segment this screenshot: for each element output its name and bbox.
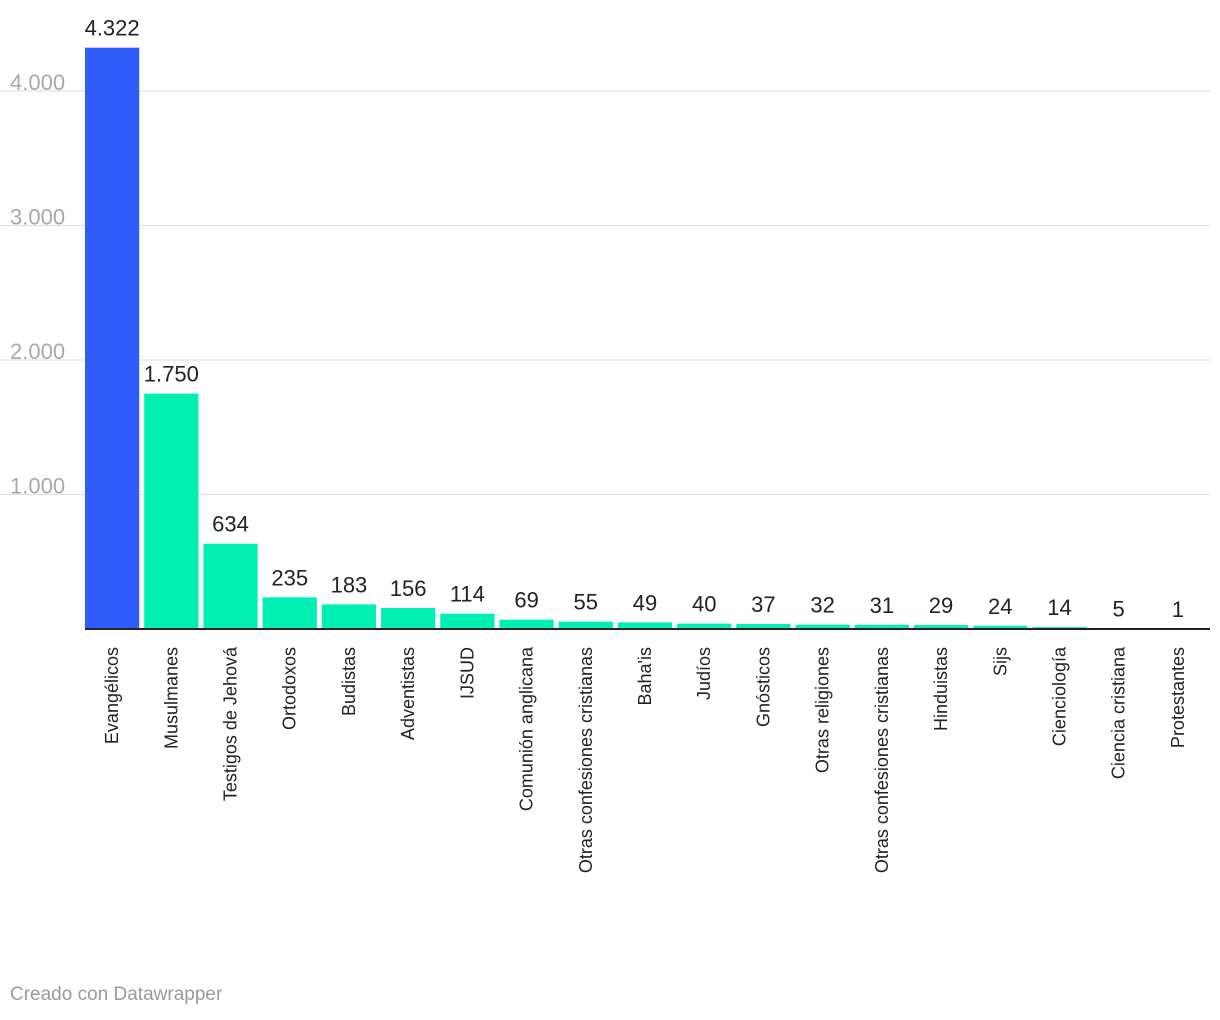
bar bbox=[973, 625, 1028, 629]
bar bbox=[854, 624, 909, 629]
category-label: Protestantes bbox=[1168, 647, 1188, 748]
bar bbox=[558, 621, 613, 629]
value-label: 29 bbox=[929, 593, 953, 618]
bar bbox=[262, 597, 317, 629]
value-label: 4.322 bbox=[85, 16, 140, 41]
bar bbox=[499, 619, 554, 629]
bar bbox=[795, 624, 850, 629]
value-label: 156 bbox=[390, 576, 427, 601]
category-label: Testigos de Jehová bbox=[221, 646, 241, 801]
category-label: Otras confesiones cristianas bbox=[872, 647, 892, 873]
category-label: Gnósticos bbox=[753, 647, 773, 727]
category-label: Judíos bbox=[694, 647, 714, 700]
value-label: 69 bbox=[514, 588, 538, 613]
value-label: 49 bbox=[633, 590, 657, 615]
credit-note: Creado con Datawrapper bbox=[10, 984, 223, 1005]
value-label: 31 bbox=[870, 593, 894, 618]
bar bbox=[85, 47, 140, 630]
category-label: Hinduistas bbox=[931, 647, 951, 731]
category-label: Evangélicos bbox=[102, 647, 122, 744]
category-label: Adventistas bbox=[398, 647, 418, 740]
bar bbox=[736, 624, 791, 629]
value-label: 183 bbox=[331, 572, 368, 597]
bar-chart: 1.000 2.000 3.000 4.000 4.322 1.750 634 235 183… bbox=[0, 16, 1210, 873]
value-label: 55 bbox=[574, 590, 598, 615]
category-label: Cienciología bbox=[1049, 646, 1069, 746]
category-label: Otras religiones bbox=[813, 647, 833, 773]
bar bbox=[381, 608, 436, 629]
category-label: Baha'is bbox=[635, 647, 655, 705]
category-labels: Evangélicos Musulmanes Testigos de Jehová O… bbox=[102, 646, 1188, 873]
category-label: Budistas bbox=[339, 647, 359, 716]
value-label: 1.750 bbox=[144, 362, 199, 387]
category-label: Comunión anglicana bbox=[517, 646, 537, 811]
value-label: 634 bbox=[212, 512, 249, 537]
category-label: IJSUD bbox=[457, 647, 477, 699]
bar bbox=[617, 622, 673, 629]
gridlines: 1.000 2.000 3.000 4.000 bbox=[0, 70, 1210, 499]
value-label: 14 bbox=[1047, 595, 1071, 620]
value-label: 37 bbox=[751, 592, 775, 617]
category-label: Otras confesiones cristianas bbox=[576, 647, 596, 873]
value-label: 235 bbox=[271, 565, 308, 590]
bar bbox=[321, 604, 377, 629]
category-label: Sijs bbox=[990, 647, 1010, 676]
value-label: 32 bbox=[810, 593, 834, 618]
y-tick-label: 4.000 bbox=[10, 70, 65, 95]
y-tick-label: 2.000 bbox=[10, 339, 65, 364]
value-label: 114 bbox=[450, 582, 485, 607]
bar bbox=[440, 613, 495, 629]
bar bbox=[913, 625, 969, 629]
bar bbox=[144, 393, 199, 629]
y-tick-label: 3.000 bbox=[10, 205, 65, 230]
category-label: Ciencia cristiana bbox=[1109, 646, 1129, 779]
value-label: 24 bbox=[988, 594, 1012, 619]
value-label: 5 bbox=[1113, 596, 1125, 621]
bar bbox=[203, 543, 258, 629]
category-label: Musulmanes bbox=[161, 647, 181, 749]
bars bbox=[85, 47, 1210, 630]
bar bbox=[677, 623, 732, 629]
value-label: 1 bbox=[1172, 597, 1184, 622]
category-label: Ortodoxos bbox=[280, 647, 300, 730]
y-tick-label: 1.000 bbox=[10, 474, 65, 499]
value-label: 40 bbox=[692, 592, 716, 617]
